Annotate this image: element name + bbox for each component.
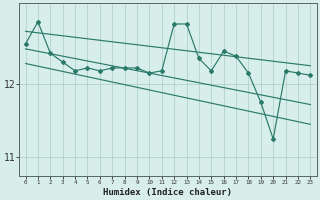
X-axis label: Humidex (Indice chaleur): Humidex (Indice chaleur) xyxy=(103,188,232,197)
